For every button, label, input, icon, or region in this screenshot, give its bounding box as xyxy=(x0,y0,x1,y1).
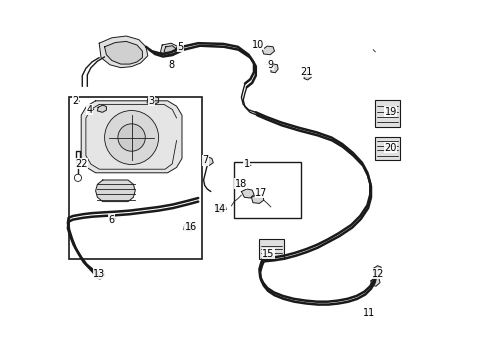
Text: 17: 17 xyxy=(255,188,268,198)
Polygon shape xyxy=(81,101,182,173)
Text: 14: 14 xyxy=(214,204,226,214)
Polygon shape xyxy=(251,194,264,203)
Text: 13: 13 xyxy=(93,269,105,279)
Polygon shape xyxy=(373,266,382,274)
Text: 4: 4 xyxy=(86,105,93,115)
Circle shape xyxy=(118,124,145,151)
Polygon shape xyxy=(98,105,106,112)
Text: 12: 12 xyxy=(372,269,384,279)
Text: 21: 21 xyxy=(300,67,313,77)
Polygon shape xyxy=(271,64,278,73)
Text: 15: 15 xyxy=(262,249,274,259)
Text: 22: 22 xyxy=(75,159,87,169)
Polygon shape xyxy=(104,41,143,64)
Text: 5: 5 xyxy=(177,42,183,52)
Bar xyxy=(259,239,284,259)
Polygon shape xyxy=(147,96,159,104)
Circle shape xyxy=(74,174,81,181)
Text: 2: 2 xyxy=(73,96,79,106)
Polygon shape xyxy=(202,157,213,166)
Polygon shape xyxy=(304,72,311,80)
Text: 9: 9 xyxy=(267,60,273,70)
Text: 6: 6 xyxy=(109,215,115,225)
Polygon shape xyxy=(96,180,135,202)
Polygon shape xyxy=(160,43,178,56)
Polygon shape xyxy=(184,222,195,231)
Polygon shape xyxy=(95,270,104,279)
Bar xyxy=(375,137,400,160)
Polygon shape xyxy=(164,46,176,55)
Bar xyxy=(234,162,301,218)
Text: 19: 19 xyxy=(385,107,397,117)
Polygon shape xyxy=(99,36,148,68)
Text: 18: 18 xyxy=(235,179,247,189)
Polygon shape xyxy=(242,189,254,198)
Polygon shape xyxy=(216,203,226,212)
Text: 3: 3 xyxy=(148,96,154,106)
Text: 10: 10 xyxy=(251,40,264,50)
Text: 11: 11 xyxy=(363,308,375,318)
Polygon shape xyxy=(262,46,274,55)
Text: 16: 16 xyxy=(185,222,197,232)
Bar xyxy=(375,100,400,127)
Text: 20: 20 xyxy=(385,143,397,153)
Polygon shape xyxy=(371,276,380,286)
Text: 8: 8 xyxy=(168,60,174,70)
Circle shape xyxy=(104,111,159,165)
Text: 1: 1 xyxy=(244,159,250,169)
Bar xyxy=(69,97,202,259)
Text: 7: 7 xyxy=(202,155,209,165)
